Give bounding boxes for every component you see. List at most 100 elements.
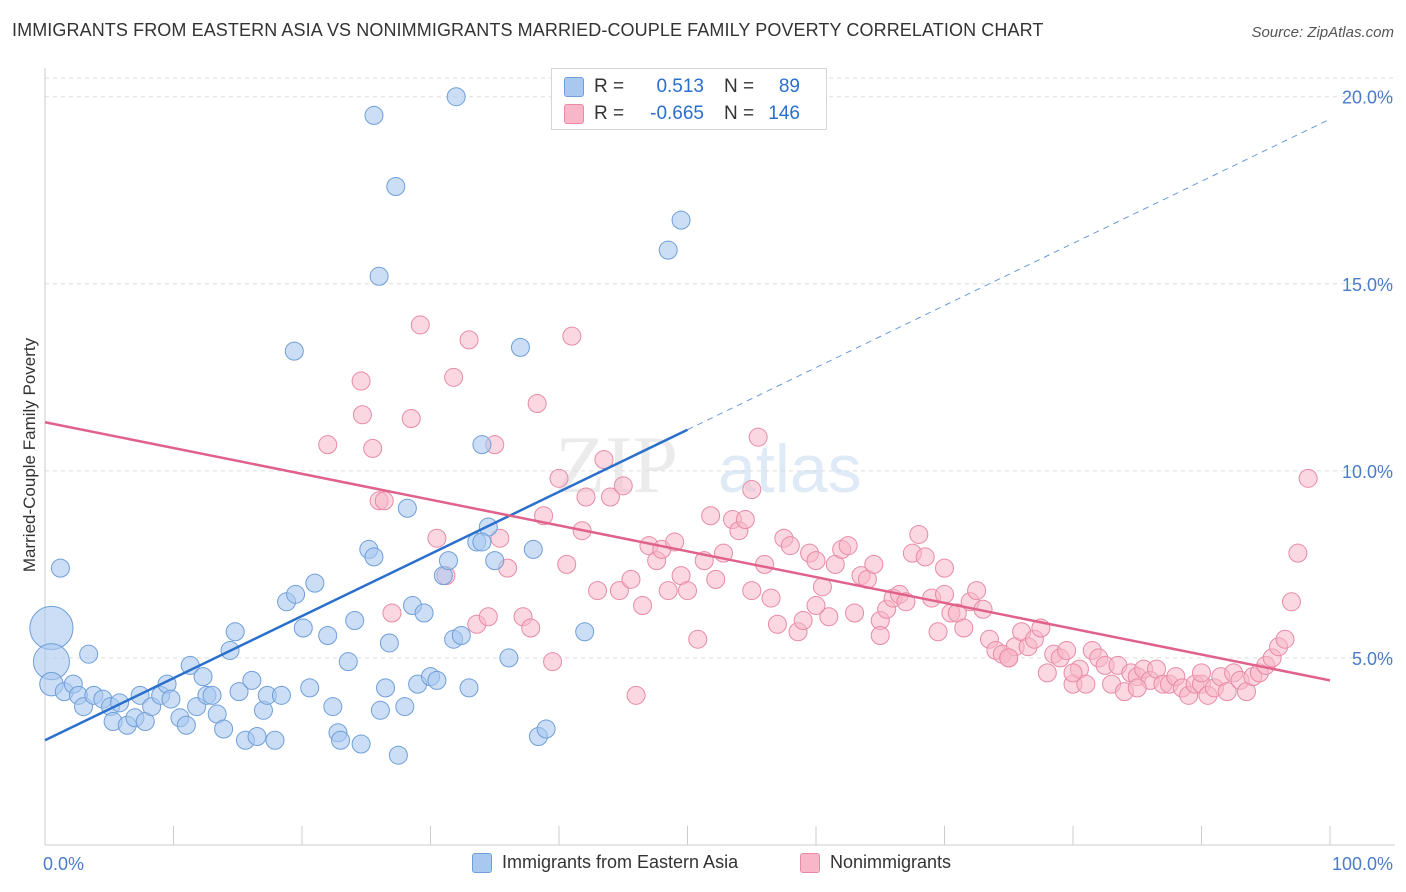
nonimmigrants-point xyxy=(1281,592,1301,612)
immigrants-point xyxy=(214,719,234,739)
nonimmigrants-point xyxy=(999,648,1019,668)
legend-r-label: R = xyxy=(594,76,625,97)
nonimmigrants-point xyxy=(806,551,826,571)
immigrants-point xyxy=(364,105,384,125)
nonimmigrants-point xyxy=(1037,663,1057,683)
y-tick-label: 15.0% xyxy=(1342,275,1393,295)
immigrants-point xyxy=(523,539,543,559)
nonimmigrants-point xyxy=(780,536,800,556)
watermark-atlas: atlas xyxy=(718,431,862,507)
immigrants-point xyxy=(229,682,249,702)
nonimmigrants-point xyxy=(459,330,479,350)
nonimmigrants-point xyxy=(562,326,582,346)
nonimmigrants-point xyxy=(742,480,762,500)
nonimmigrants-point xyxy=(767,614,787,634)
nonimmigrants-point xyxy=(819,607,839,627)
source-label: Source: ZipAtlas.com xyxy=(1251,24,1394,41)
nonimmigrants-point xyxy=(701,506,721,526)
immigrants-point xyxy=(176,715,196,735)
immigrants-points xyxy=(29,87,691,765)
bottom-legend-swatch-blue xyxy=(472,852,492,873)
nonimmigrants-point xyxy=(1076,674,1096,694)
nonimmigrants-point xyxy=(735,509,755,529)
nonimmigrants-point xyxy=(478,607,498,627)
immigrants-point xyxy=(451,625,471,645)
nonimmigrants-point xyxy=(678,581,697,601)
nonimmigrants-point xyxy=(806,596,826,616)
legend-row-blue: R = 0.513 N = 89 xyxy=(564,75,800,99)
immigrants-point xyxy=(427,670,447,690)
nonimmigrants-point xyxy=(318,435,338,455)
nonimmigrants-point xyxy=(427,528,447,548)
immigrants-point xyxy=(293,618,313,638)
immigrants-point xyxy=(110,693,130,713)
immigrants-point xyxy=(345,611,365,631)
nonimmigrants-point xyxy=(838,536,858,556)
nonimmigrants-point xyxy=(909,524,929,544)
legend-n-value: 146 xyxy=(768,103,800,124)
immigrants-point xyxy=(671,210,691,230)
nonimmigrants-point xyxy=(527,394,547,414)
nonimmigrants-point xyxy=(1298,468,1318,488)
immigrants-point xyxy=(414,603,434,623)
nonimmigrants-point xyxy=(444,367,464,387)
immigrants-point xyxy=(247,726,267,746)
immigrants-point xyxy=(395,697,415,717)
nonimmigrants-point xyxy=(410,315,430,335)
immigrants-point xyxy=(499,648,519,668)
legend-row-pink: R = -0.665 N = 146 xyxy=(564,102,800,126)
chart-title: IMMIGRANTS FROM EASTERN ASIA VS NONIMMIG… xyxy=(12,20,1044,40)
nonimmigrants-point xyxy=(609,581,629,601)
immigrants-point xyxy=(161,689,181,709)
nonimmigrants-point xyxy=(626,685,646,705)
y-tick-label: 10.0% xyxy=(1342,462,1393,482)
nonimmigrants-point xyxy=(382,603,402,623)
immigrants-point xyxy=(364,547,384,567)
x-tick-label-max: 100.0% xyxy=(1332,854,1393,874)
immigrants-point xyxy=(397,498,417,518)
nonimmigrants-point xyxy=(490,528,510,548)
nonimmigrants-point xyxy=(864,554,884,574)
nonimmigrants-point xyxy=(374,491,394,511)
legend-swatch-pink xyxy=(564,104,584,124)
nonimmigrants-point xyxy=(742,581,762,601)
immigrants-point xyxy=(225,622,245,642)
nonimmigrants-point xyxy=(915,547,935,567)
nonimmigrants-points xyxy=(318,315,1318,705)
immigrants-point xyxy=(386,177,406,197)
nonimmigrants-point xyxy=(363,438,383,458)
bottom-legend: Immigrants from Eastern Asia Nonimmigran… xyxy=(0,852,1406,878)
x-tick-label-min: 0.0% xyxy=(43,854,84,874)
nonimmigrants-point xyxy=(748,427,768,447)
immigrants-point xyxy=(459,678,479,698)
immigrants-point xyxy=(331,730,351,750)
immigrants-trend-line xyxy=(44,428,689,742)
immigrants-point xyxy=(286,584,306,604)
nonimmigrants-point xyxy=(1275,629,1295,649)
immigrants-point xyxy=(305,573,325,593)
nonimmigrants-point xyxy=(588,581,608,601)
nonimmigrants-point xyxy=(761,588,781,608)
nonimmigrants-point xyxy=(706,569,726,589)
immigrants-point xyxy=(658,240,678,260)
nonimmigrants-point xyxy=(1217,682,1237,702)
immigrants-point xyxy=(318,625,338,645)
nonimmigrants-point xyxy=(935,558,954,578)
immigrants-point xyxy=(300,678,320,698)
nonimmigrants-point xyxy=(576,487,596,507)
immigrants-point xyxy=(446,87,466,107)
nonimmigrants-point xyxy=(543,652,563,672)
immigrants-point xyxy=(379,633,399,653)
nonimmigrants-point xyxy=(928,622,948,642)
legend-n-value: 89 xyxy=(778,76,800,97)
bottom-legend-swatch-pink xyxy=(800,852,820,873)
nonimmigrants-point xyxy=(793,611,813,631)
nonimmigrants-point xyxy=(1127,678,1147,698)
nonimmigrants-point xyxy=(600,487,620,507)
immigrants-point xyxy=(472,532,492,552)
nonimmigrants-point xyxy=(870,625,890,645)
immigrants-point xyxy=(50,558,70,578)
immigrants-point xyxy=(338,652,358,672)
immigrants-point xyxy=(536,719,556,739)
immigrants-point xyxy=(242,670,262,690)
